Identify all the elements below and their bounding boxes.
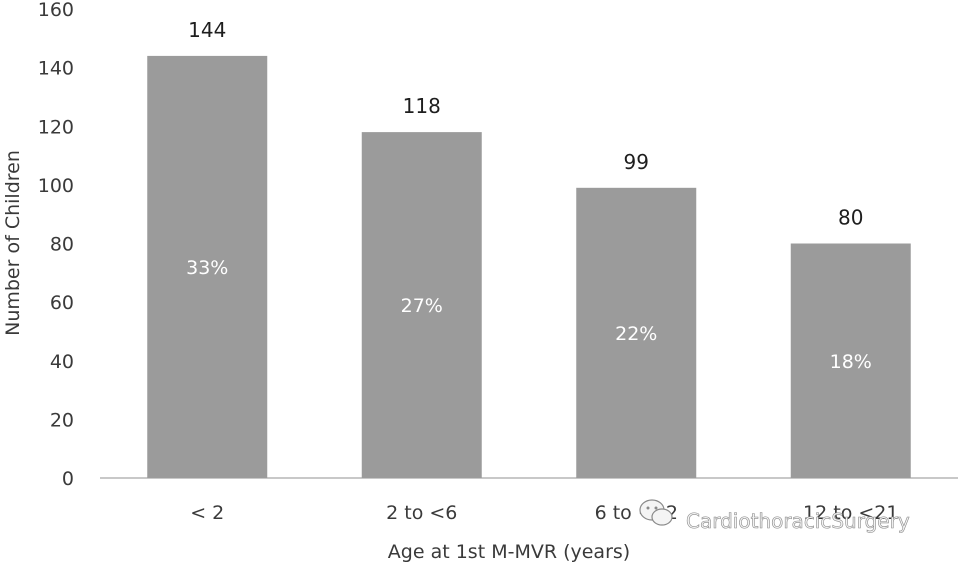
bar-percent-label: 18% xyxy=(830,351,872,373)
bar-value-label: 118 xyxy=(403,94,441,118)
y-tick-label: 60 xyxy=(50,292,74,314)
bar xyxy=(147,55,268,479)
bars: 144 33% 118 27% 99 22% 80 18% xyxy=(147,18,911,479)
bar xyxy=(790,243,911,478)
y-tick-label: 0 xyxy=(62,468,74,490)
watermark: CardiothoracicSurgery xyxy=(639,499,910,533)
bar xyxy=(576,187,697,478)
y-tick-label: 160 xyxy=(38,0,74,21)
x-tick-label: 12 to <21 xyxy=(803,502,898,524)
x-tick-label: < 2 xyxy=(190,502,224,524)
bar-percent-label: 33% xyxy=(186,257,228,279)
bar xyxy=(361,132,482,479)
x-tick-label: 2 to <6 xyxy=(386,502,457,524)
bar-value-label: 99 xyxy=(624,150,649,174)
y-axis-ticks: 0 20 40 60 80 100 120 140 160 xyxy=(38,0,74,490)
y-tick-label: 40 xyxy=(50,351,74,373)
y-tick-label: 140 xyxy=(38,58,74,80)
y-tick-label: 20 xyxy=(50,409,74,431)
bar-value-label: 80 xyxy=(838,206,863,230)
watermark-text: CardiothoracicSurgery xyxy=(686,509,910,533)
y-tick-label: 100 xyxy=(38,175,74,197)
wechat-icon xyxy=(639,499,673,526)
y-tick-label: 120 xyxy=(38,116,74,138)
bar-value-label: 144 xyxy=(188,18,226,42)
y-tick-label: 80 xyxy=(50,234,74,256)
bar-percent-label: 27% xyxy=(401,295,443,317)
y-axis-title: Number of Children xyxy=(2,150,24,336)
x-axis-title: Age at 1st M-MVR (years) xyxy=(388,541,630,563)
bar-percent-label: 22% xyxy=(615,323,657,345)
